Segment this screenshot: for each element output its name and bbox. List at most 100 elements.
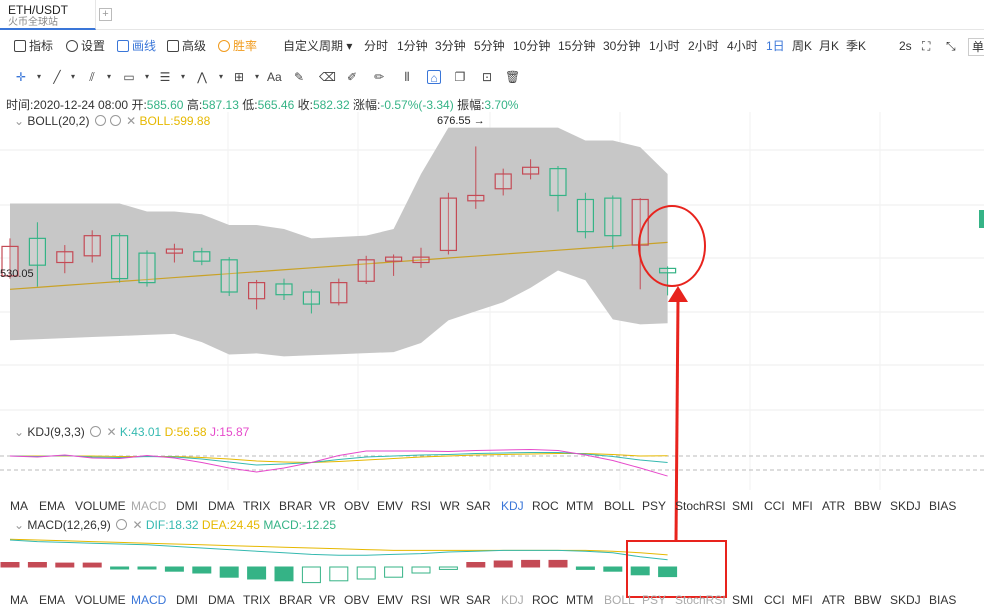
trash-icon[interactable]: 🗑 (505, 70, 521, 84)
indicator-tab-sar-r1[interactable]: SAR (466, 499, 491, 513)
collapse-icon[interactable]: ⌄ (14, 518, 25, 532)
indicator-tab-macd-r2[interactable]: MACD (131, 593, 167, 607)
indicator-tab-mtm-r1[interactable]: MTM (566, 499, 594, 513)
indicator-tab-cci-r2[interactable]: CCI (764, 593, 785, 607)
fib-icon[interactable]: ☰ (159, 70, 171, 84)
indicator-tab-brar-r1[interactable]: BRAR (279, 499, 313, 513)
indicator-tab-smi-r2[interactable]: SMI (732, 593, 754, 607)
indicator-tab-mfi-r1[interactable]: MFI (792, 499, 813, 513)
close-icon[interactable]: ✕ (106, 425, 117, 439)
gear-icon[interactable] (90, 426, 102, 437)
caret-down-icon[interactable]: ▾ (180, 72, 185, 81)
indicator-tab-bbw-r1[interactable]: BBW (854, 499, 882, 513)
period-quarter[interactable]: 季K (846, 39, 867, 53)
period-week[interactable]: 周K (792, 39, 813, 53)
indicator-tab-atr-r1[interactable]: ATR (822, 499, 846, 513)
caret-down-icon[interactable]: ▾ (70, 72, 75, 81)
text-icon[interactable]: Aa (267, 70, 282, 84)
period-1d[interactable]: 1日 (766, 39, 785, 53)
measure-icon[interactable]: ⊞ (233, 70, 245, 84)
indicator-tab-wr-r1[interactable]: WR (440, 499, 460, 513)
indicator-tab-boll-r1[interactable]: BOLL (604, 499, 635, 513)
indicator-button[interactable]: 指标 (14, 38, 53, 54)
indicator-tab-trix-r1[interactable]: TRIX (243, 499, 271, 513)
indicator-tab-roc-r2[interactable]: ROC (532, 593, 559, 607)
indicator-tab-dma-r2[interactable]: DMA (208, 593, 235, 607)
indicator-tab-dma-r1[interactable]: DMA (208, 499, 235, 513)
indicator-tab-rsi-r2[interactable]: RSI (411, 593, 432, 607)
indicator-tab-mtm-r2[interactable]: MTM (566, 593, 594, 607)
parallel-icon[interactable]: ⫽ (89, 70, 95, 84)
add-tab-button[interactable]: + (99, 8, 112, 21)
advanced-button[interactable]: 高级 (167, 38, 206, 54)
indicator-tab-sar-r2[interactable]: SAR (466, 593, 491, 607)
indicator-tab-skdj-r2[interactable]: SKDJ (890, 593, 921, 607)
indicator-tab-psy-r2[interactable]: PSY (642, 593, 667, 607)
lock-icon[interactable]: ⌂ (427, 70, 441, 85)
indicator-tab-dmi-r1[interactable]: DMI (176, 499, 198, 513)
indicator-tab-rsi-r1[interactable]: RSI (411, 499, 432, 513)
collapse-icon[interactable]: ⌄ (14, 425, 25, 439)
indicator-tab-macd-r1[interactable]: MACD (131, 499, 167, 513)
indicator-tab-roc-r1[interactable]: ROC (532, 499, 559, 513)
indicator-tab-ma-r2[interactable]: MA (10, 593, 28, 607)
rect-icon[interactable]: ▭ (123, 70, 135, 84)
crosshair-icon[interactable]: ✛ (15, 70, 27, 84)
period-3m[interactable]: 3分钟 (435, 39, 466, 53)
period-2h[interactable]: 2小时 (688, 39, 719, 53)
line-icon[interactable]: ╱ (53, 70, 61, 84)
indicator-tab-brar-r2[interactable]: BRAR (279, 593, 313, 607)
indicator-tab-obv-r1[interactable]: OBV (344, 499, 370, 513)
indicator-tab-bias-r2[interactable]: BIAS (929, 593, 957, 607)
period-1m[interactable]: 1分钟 (397, 39, 428, 53)
bars-icon[interactable]: ⦀ (404, 70, 410, 84)
indicator-tab-stochrsi-r2[interactable]: StochRSI (675, 593, 726, 607)
indicator-tab-ema-r2[interactable]: EMA (39, 593, 66, 607)
refresh-interval[interactable]: 2s (899, 39, 912, 53)
indicator-tab-trix-r2[interactable]: TRIX (243, 593, 271, 607)
tab-eth-usdt[interactable]: ETH/USDT 火币全球站 (0, 0, 96, 30)
indicator-tab-psy-r1[interactable]: PSY (642, 499, 667, 513)
caret-down-icon[interactable]: ▾ (36, 72, 41, 81)
eye-icon[interactable] (94, 115, 106, 126)
period-10m[interactable]: 10分钟 (513, 39, 551, 53)
indicator-tab-vr-r2[interactable]: VR (319, 593, 336, 607)
indicator-tab-boll-r2[interactable]: BOLL (604, 593, 635, 607)
close-icon[interactable]: ✕ (132, 518, 143, 532)
indicator-tab-mfi-r2[interactable]: MFI (792, 593, 813, 607)
close-icon[interactable]: ✕ (126, 114, 137, 128)
caret-down-icon[interactable]: ▾ (106, 72, 111, 81)
indicator-tab-bbw-r2[interactable]: BBW (854, 593, 882, 607)
caret-down-icon[interactable]: ▾ (144, 72, 149, 81)
wave-icon[interactable]: ⋀ (197, 70, 207, 84)
order-button[interactable]: 单 (968, 38, 984, 56)
eraser-icon[interactable]: ⌫ (319, 70, 336, 84)
indicator-tab-ema-r1[interactable]: EMA (39, 499, 66, 513)
gear-icon[interactable] (116, 519, 128, 530)
indicator-tab-vr-r1[interactable]: VR (319, 499, 336, 513)
indicator-tab-bias-r1[interactable]: BIAS (929, 499, 957, 513)
indicator-tab-wr-r2[interactable]: WR (440, 593, 460, 607)
indicator-tab-atr-r2[interactable]: ATR (822, 593, 846, 607)
indicator-tab-emv-r2[interactable]: EMV (377, 593, 404, 607)
indicator-tab-smi-r1[interactable]: SMI (732, 499, 754, 513)
collapse-icon[interactable]: ⌄ (14, 114, 25, 128)
indicator-tab-kdj-r1[interactable]: KDJ (501, 499, 524, 513)
indicator-tab-volume-r1[interactable]: VOLUME (75, 499, 126, 513)
custom-period-dropdown[interactable]: 自定义周期 ▾ (283, 38, 352, 54)
period-4h[interactable]: 4小时 (727, 39, 758, 53)
exit-fullscreen-icon[interactable]: ⤡ (946, 39, 956, 53)
period-15m[interactable]: 15分钟 (558, 39, 596, 53)
period-month[interactable]: 月K (819, 39, 840, 53)
winrate-button[interactable]: 胜率 (218, 38, 257, 54)
indicator-tab-skdj-r1[interactable]: SKDJ (890, 499, 921, 513)
indicator-tab-obv-r2[interactable]: OBV (344, 593, 370, 607)
period-5m[interactable]: 5分钟 (474, 39, 505, 53)
period-1h[interactable]: 1小时 (649, 39, 680, 53)
brush-icon[interactable]: ✎ (293, 70, 305, 84)
indicator-tab-dmi-r2[interactable]: DMI (176, 593, 198, 607)
indicator-tab-volume-r2[interactable]: VOLUME (75, 593, 126, 607)
period-30m[interactable]: 30分钟 (603, 39, 641, 53)
gear-icon[interactable] (109, 115, 121, 126)
indicator-tab-kdj-r2[interactable]: KDJ (501, 593, 524, 607)
